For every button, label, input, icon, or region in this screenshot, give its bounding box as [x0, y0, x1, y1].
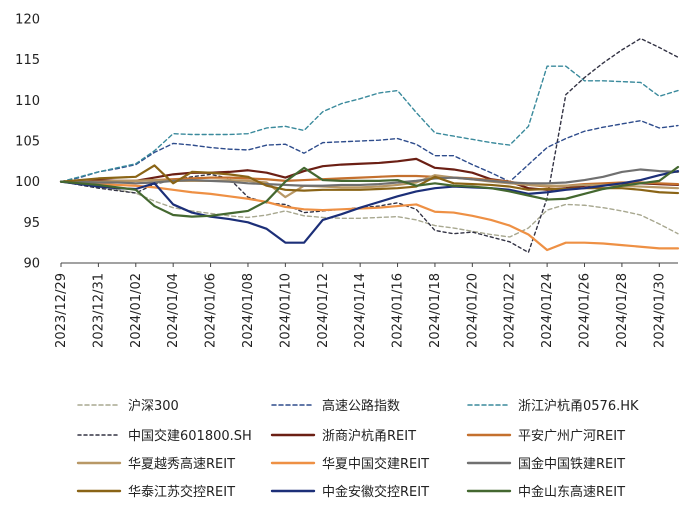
plot-lines [59, 37, 680, 254]
y-tick-label-115: 115 [15, 53, 40, 68]
legend-item-4: 中国交建601800.SH [77, 428, 252, 444]
legend-label: 华泰江苏交控REIT [128, 484, 235, 500]
legend-item-9: 国金中国铁建REIT [466, 456, 625, 472]
x-tick-label-7: 2024/01/10 [278, 273, 293, 348]
legend-label: 华夏中国交建REIT [322, 456, 429, 472]
legend-item-1: 沪深300 [77, 398, 179, 414]
legend-label: 中金山东高速REIT [518, 484, 625, 500]
x-tick-label-16: 2024/01/28 [615, 273, 630, 348]
legend-item-7: 华夏越秀高速REIT [76, 456, 235, 472]
x-tick-label-17: 2024/01/30 [652, 273, 667, 348]
x-tick-label-9: 2024/01/14 [353, 273, 368, 348]
legend-item-6: 平安广州广河REIT [466, 429, 625, 444]
legend-item-11: 中金安徽交控REIT [270, 484, 429, 500]
x-tick-label-4: 2024/01/04 [166, 273, 181, 348]
x-tick-label-5: 2024/01/06 [204, 273, 219, 348]
legend-label: 高速公路指数 [322, 398, 400, 414]
series-line-1 [60, 180, 679, 238]
y-tick-label-105: 105 [15, 135, 40, 150]
legend-item-3: 浙江沪杭甬0576.HK [467, 398, 639, 414]
legend-label: 中金安徽交控REIT [322, 484, 429, 500]
legend-label: 华夏越秀高速REIT [128, 456, 235, 472]
series-line-11 [59, 169, 680, 244]
y-tick-label-120: 120 [15, 13, 40, 28]
series-line-5 [59, 157, 680, 191]
legend-label: 国金中国铁建REIT [518, 456, 625, 472]
x-tick-label-10: 2024/01/16 [391, 273, 406, 348]
legend-label: 中国交建601800.SH [128, 428, 252, 444]
x-tick-label-15: 2024/01/26 [578, 273, 593, 348]
y-tick-label-90: 90 [23, 257, 40, 272]
series-line-8 [59, 180, 680, 252]
y-tick-label-95: 95 [23, 216, 40, 231]
x-tick-labels: 2023/12/29 2023/12/31 2024/01/02 2024/01/04… [54, 263, 667, 348]
x-tick-label-1: 2023/12/29 [54, 273, 69, 348]
legend-label: 沪深300 [128, 398, 179, 414]
series-line-9 [59, 168, 680, 187]
x-tick-label-13: 2024/01/22 [503, 273, 518, 348]
x-tick-label-12: 2024/01/20 [465, 273, 480, 348]
series-line-4 [60, 37, 679, 254]
legend-item-12: 中金山东高速REIT [466, 484, 625, 500]
x-tick-label-14: 2024/01/24 [540, 273, 555, 348]
y-tick-label-100: 100 [15, 175, 40, 190]
series-line-2 [60, 119, 679, 183]
legend-item-2: 高速公路指数 [271, 398, 400, 414]
x-tick-label-6: 2024/01/08 [241, 273, 256, 348]
series-line-3 [60, 65, 679, 183]
legend: 沪深300 高速公路指数 浙江沪杭甬0576.HK 中国交建601800.SH 浙商沪杭… [76, 398, 639, 500]
legend-label: 浙江沪杭甬0576.HK [518, 398, 639, 414]
x-tick-label-8: 2024/01/12 [316, 273, 331, 348]
x-tick-label-3: 2024/01/02 [129, 273, 144, 348]
legend-label: 浙商沪杭甬REIT [322, 428, 416, 444]
x-tick-label-11: 2024/01/18 [428, 273, 443, 348]
y-tick-label-110: 110 [15, 94, 40, 109]
x-tick-label-2: 2023/12/31 [91, 273, 106, 348]
legend-label: 平安广州广河REIT [518, 429, 625, 444]
legend-item-10: 华泰江苏交控REIT [76, 484, 235, 500]
series-line-7 [59, 174, 680, 199]
legend-item-5: 浙商沪杭甬REIT [270, 428, 416, 444]
legend-item-8: 华夏中国交建REIT [270, 456, 429, 472]
y-tick-labels: 90 95 100 105 110 115 120 [15, 13, 40, 272]
series-line-12 [59, 165, 680, 218]
